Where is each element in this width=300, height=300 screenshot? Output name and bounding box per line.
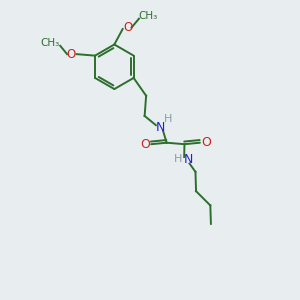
Text: N: N (184, 153, 193, 166)
Text: H: H (174, 154, 182, 164)
Text: N: N (155, 121, 165, 134)
Text: CH₃: CH₃ (41, 38, 60, 48)
Text: H: H (164, 114, 172, 124)
Text: O: O (123, 21, 133, 34)
Text: O: O (66, 48, 75, 61)
Text: O: O (140, 138, 150, 151)
Text: O: O (201, 136, 211, 149)
Text: CH₃: CH₃ (138, 11, 158, 21)
